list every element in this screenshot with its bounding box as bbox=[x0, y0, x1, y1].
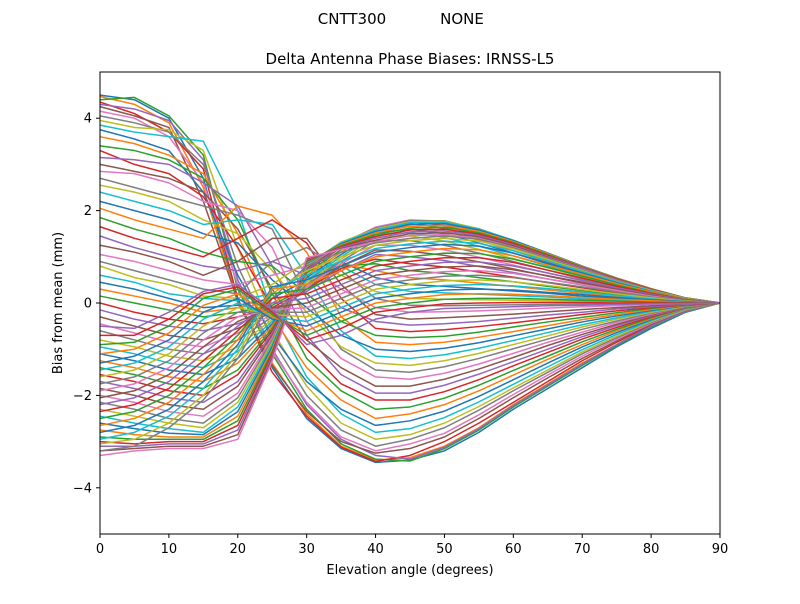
series-line-69 bbox=[99, 279, 721, 378]
x-axis-label: Elevation angle (degrees) bbox=[326, 563, 493, 578]
series-line-18 bbox=[99, 177, 721, 374]
series-line-24 bbox=[99, 219, 721, 333]
series-line-20 bbox=[99, 191, 721, 360]
y-tick-label: 4 bbox=[84, 112, 92, 127]
chart-title: Delta Antenna Phase Biases: IRNSS-L5 bbox=[266, 50, 555, 68]
x-tick-label: 60 bbox=[505, 542, 522, 557]
series-line-34 bbox=[99, 258, 721, 325]
series-line-25 bbox=[99, 235, 721, 326]
series-layer bbox=[99, 94, 721, 464]
x-tick-label: 50 bbox=[436, 542, 453, 557]
series-line-58 bbox=[99, 235, 721, 452]
series-line-8 bbox=[99, 115, 721, 447]
series-line-63 bbox=[99, 252, 721, 420]
series-line-60 bbox=[99, 240, 721, 441]
series-line-73 bbox=[99, 288, 721, 346]
suptitle-left: CNTT300 bbox=[318, 10, 386, 28]
series-line-75 bbox=[99, 283, 721, 346]
series-line-5 bbox=[99, 103, 721, 460]
y-tick-label: 2 bbox=[84, 204, 92, 219]
x-axis: 0 10 20 30 40 50 60 70 80 90 bbox=[96, 534, 728, 557]
series-line-3 bbox=[99, 96, 721, 462]
series-line-72 bbox=[99, 293, 721, 355]
series-line-13 bbox=[99, 145, 721, 411]
series-line-17 bbox=[99, 170, 721, 380]
series-line-16 bbox=[99, 163, 721, 387]
series-line-61 bbox=[99, 243, 721, 434]
series-line-15 bbox=[99, 156, 721, 394]
x-tick-label: 30 bbox=[298, 542, 315, 557]
x-tick-label: 40 bbox=[367, 542, 384, 557]
y-axis-label: Bias from mean (mm) bbox=[51, 232, 66, 374]
series-line-68 bbox=[99, 274, 721, 385]
series-line-71 bbox=[99, 288, 721, 364]
series-line-21 bbox=[99, 200, 721, 353]
y-tick-label: 0 bbox=[84, 297, 92, 312]
series-line-19 bbox=[99, 184, 721, 367]
series-line-66 bbox=[99, 265, 721, 399]
x-tick-label: 80 bbox=[643, 542, 660, 557]
x-tick-label: 20 bbox=[230, 542, 247, 557]
series-line-64 bbox=[99, 256, 721, 413]
y-tick-label: −2 bbox=[73, 389, 92, 404]
x-tick-label: 90 bbox=[712, 542, 729, 557]
series-line-12 bbox=[99, 135, 721, 420]
series-line-14 bbox=[99, 149, 721, 401]
series-line-23 bbox=[99, 216, 721, 339]
x-tick-label: 0 bbox=[96, 542, 104, 557]
series-line-62 bbox=[99, 247, 721, 427]
series-line-67 bbox=[99, 269, 721, 392]
y-axis: −4 −2 0 2 4 bbox=[73, 112, 100, 496]
series-line-70 bbox=[99, 283, 721, 371]
series-line-9 bbox=[99, 119, 721, 441]
x-tick-label: 10 bbox=[161, 542, 178, 557]
series-line-74 bbox=[100, 286, 720, 341]
series-line-4 bbox=[99, 101, 721, 463]
series-line-65 bbox=[99, 261, 721, 406]
suptitle-right: NONE bbox=[440, 10, 484, 28]
series-line-10 bbox=[99, 124, 721, 434]
series-line-22 bbox=[99, 205, 721, 346]
y-tick-label: −4 bbox=[73, 481, 92, 496]
x-tick-label: 70 bbox=[574, 542, 591, 557]
series-line-26 bbox=[99, 237, 721, 320]
